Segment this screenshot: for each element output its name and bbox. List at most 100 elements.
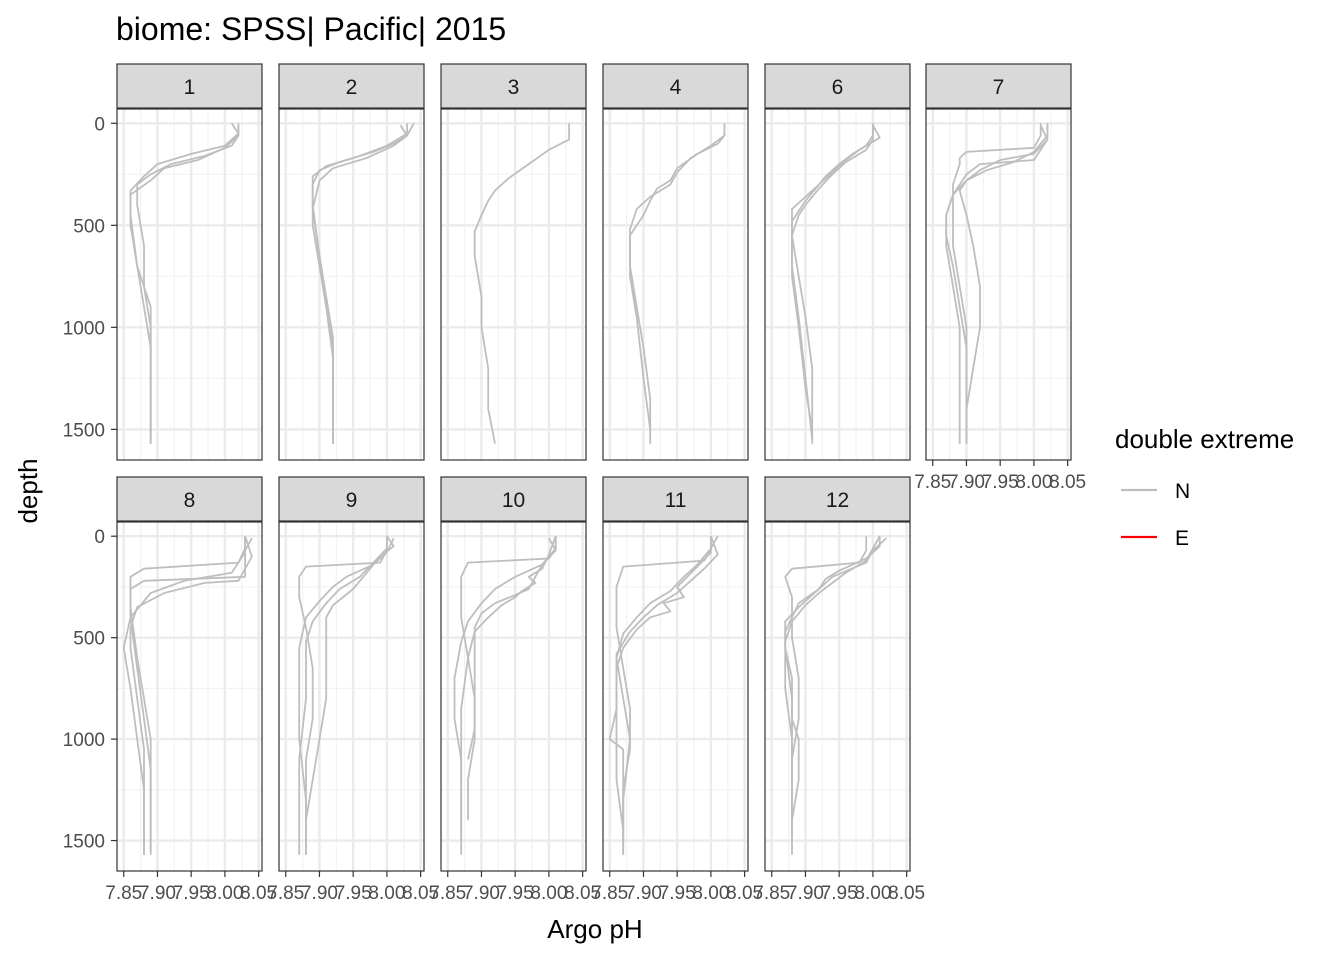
panel-border xyxy=(602,108,749,461)
facet-strip xyxy=(764,63,911,109)
profile-line xyxy=(473,123,570,444)
profile-lines xyxy=(473,123,570,444)
facet-strip-label: 10 xyxy=(502,489,525,512)
x-tick-label: 8.05 xyxy=(564,883,601,904)
y-tick-label: 500 xyxy=(73,216,105,237)
facet-strip-label: 6 xyxy=(832,76,844,99)
x-tick-label: 8.05 xyxy=(1049,472,1086,493)
x-tick-label: 7.90 xyxy=(139,883,176,904)
panel-background xyxy=(765,109,910,460)
x-tick-label: 8.00 xyxy=(530,883,567,904)
x-tick-label: 8.00 xyxy=(692,883,729,904)
x-tick-label: 7.90 xyxy=(948,472,985,493)
facet-panel-10: 10 xyxy=(440,476,587,872)
facet-strip-label: 4 xyxy=(670,76,682,99)
facet-strip xyxy=(440,63,587,109)
panel-border xyxy=(764,521,911,872)
x-tick-label: 7.85 xyxy=(753,883,790,904)
facet-strip xyxy=(278,63,425,109)
x-tick-label: 7.85 xyxy=(429,883,466,904)
panel-grid xyxy=(603,522,748,871)
profile-lines xyxy=(791,123,881,444)
x-tick-label: 8.05 xyxy=(240,883,277,904)
profile-line xyxy=(629,123,726,444)
facet-strip-label: 12 xyxy=(826,489,849,512)
x-tick-label: 7.90 xyxy=(625,883,662,904)
profile-lines xyxy=(129,122,240,444)
x-tick-label: 8.05 xyxy=(888,883,925,904)
profile-lines xyxy=(608,535,719,855)
legend: double extreme N E xyxy=(1115,424,1294,550)
y-axis-label: depth xyxy=(13,458,43,523)
legend-title: double extreme xyxy=(1115,424,1294,454)
x-tick-label: 7.95 xyxy=(982,472,1019,493)
x-tick-label: 7.85 xyxy=(914,472,951,493)
x-tick-label: 7.85 xyxy=(267,883,304,904)
profile-line xyxy=(129,125,240,444)
chart-title: biome: SPSS| Pacific| 2015 xyxy=(116,11,506,47)
x-tick-label: 8.00 xyxy=(854,883,891,904)
y-tick-label: 1000 xyxy=(63,318,105,339)
profile-line xyxy=(629,125,726,430)
facet-strip-label: 8 xyxy=(184,489,196,512)
legend-item-E: E xyxy=(1121,527,1189,550)
facet-panel-1: 1 xyxy=(116,63,263,461)
y-tick-label: 1500 xyxy=(63,832,105,853)
panel-background xyxy=(117,522,262,871)
panel-background xyxy=(603,522,748,871)
facet-panel-12: 12 xyxy=(764,476,911,872)
legend-label: N xyxy=(1175,480,1190,503)
facet-strip xyxy=(440,476,587,522)
y-tick-label: 1000 xyxy=(63,730,105,751)
facet-panel-4: 4 xyxy=(602,63,749,461)
panel-border xyxy=(116,108,263,461)
legend-label: E xyxy=(1175,527,1189,550)
profile-line xyxy=(467,536,557,760)
facet-strip xyxy=(278,476,425,522)
panel-grid xyxy=(279,109,424,460)
profile-line xyxy=(784,536,881,821)
y-axes: 0 500 1000 1500 0 500 1000 1500 xyxy=(63,114,117,853)
y-tick-label: 0 xyxy=(94,527,105,548)
profile-lines xyxy=(298,535,395,855)
panel-border xyxy=(764,108,911,461)
profile-line xyxy=(615,535,719,841)
x-tick-label: 8.00 xyxy=(368,883,405,904)
panel-grid xyxy=(441,109,586,460)
facet-strip xyxy=(116,63,263,109)
facet-panel-11: 11 xyxy=(602,476,749,872)
profile-line xyxy=(298,536,388,855)
x-tick-label: 8.05 xyxy=(402,883,439,904)
panel-grid xyxy=(279,522,424,871)
x-tick-label: 7.95 xyxy=(659,883,696,904)
panel-border xyxy=(602,521,749,872)
facet-strip-label: 2 xyxy=(346,76,358,99)
profile-line xyxy=(945,123,1049,442)
profile-lines xyxy=(122,535,253,855)
panel-border xyxy=(925,108,1072,461)
y-tick-label: 0 xyxy=(94,114,105,135)
facet-strip-label: 11 xyxy=(665,489,687,512)
x-axes: 7.857.907.958.008.057.857.907.958.008.05… xyxy=(105,460,1086,904)
x-tick-label: 8.00 xyxy=(206,883,243,904)
profile-line xyxy=(305,535,395,821)
profile-line xyxy=(311,124,409,444)
facet-panel-2: 2 xyxy=(278,63,425,461)
x-tick-label: 7.90 xyxy=(787,883,824,904)
x-tick-label: 7.85 xyxy=(105,883,142,904)
profile-lines xyxy=(453,535,557,855)
facet-panel-8: 8 xyxy=(116,476,263,872)
x-tick-label: 8.00 xyxy=(1015,472,1052,493)
x-tick-label: 7.95 xyxy=(497,883,534,904)
y-tick-label: 1500 xyxy=(63,420,105,441)
facet-panel-9: 9 xyxy=(278,476,425,872)
panel-grid xyxy=(603,109,748,460)
x-tick-label: 7.90 xyxy=(301,883,338,904)
profile-line xyxy=(615,535,719,831)
panel-background xyxy=(279,109,424,460)
facet-panel-7: 7 xyxy=(925,63,1072,461)
x-axis-label: Argo pH xyxy=(547,914,642,944)
facet-strip xyxy=(925,63,1072,109)
facet-strip-label: 3 xyxy=(508,76,520,99)
profile-line xyxy=(311,123,409,440)
